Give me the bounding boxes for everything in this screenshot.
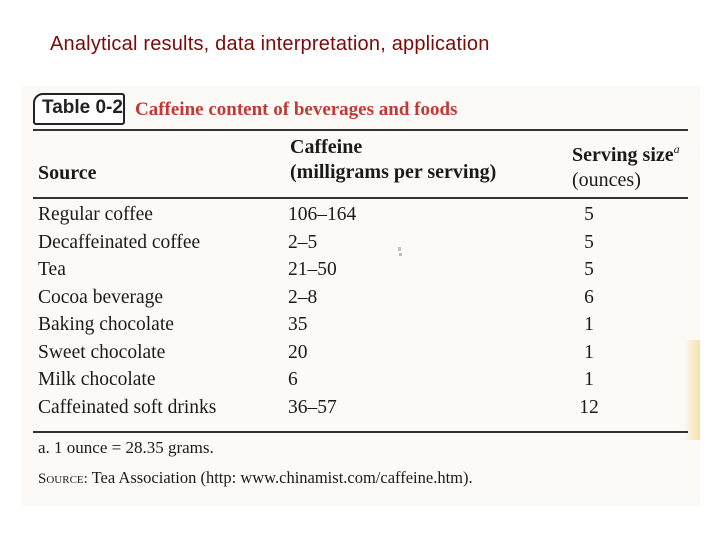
- column-header-source: Source: [38, 162, 97, 184]
- table-row: Baking chocolate 35 1: [0, 313, 720, 341]
- cell-caffeine: 36–57: [288, 396, 337, 418]
- source-text: Tea Association (http: www.chinamist.com…: [87, 468, 473, 487]
- cell-source: Sweet chocolate: [38, 341, 166, 363]
- source-label: Source:: [38, 471, 88, 487]
- cell-caffeine: 20: [288, 341, 308, 363]
- cell-source: Regular coffee: [38, 204, 153, 225]
- cell-source: Decaffeinated coffee: [38, 231, 201, 253]
- table-number-tag: Table 0-2: [33, 93, 125, 125]
- cell-serving: 1: [584, 369, 594, 390]
- cell-serving: 12: [579, 396, 599, 418]
- caffeine-header-line2: (milligrams per serving): [290, 161, 497, 183]
- column-header-caffeine: Caffeine (milligrams per serving): [290, 135, 496, 185]
- slide-title: Analytical results, data interpretation,…: [50, 33, 490, 55]
- cell-source: Tea: [38, 259, 66, 280]
- table-source-note: Source: Tea Association (http: www.china…: [38, 468, 473, 488]
- cell-source: Baking chocolate: [38, 314, 174, 335]
- table-header-rule: [33, 197, 688, 199]
- cell-serving: 5: [584, 204, 594, 225]
- serving-header-footnote-mark: a: [673, 142, 680, 156]
- table-row: Tea 21–50 5: [0, 258, 720, 286]
- cell-caffeine: 106–164: [288, 204, 357, 225]
- cell-serving: 6: [584, 286, 594, 308]
- cell-caffeine: 21–50: [288, 259, 337, 280]
- scan-artifact-mark: [398, 247, 402, 256]
- scan-edge-shading: [684, 340, 700, 440]
- caffeine-header-line1: Caffeine: [290, 136, 363, 158]
- cell-caffeine: 2–5: [288, 231, 318, 253]
- cell-source: Milk chocolate: [38, 369, 156, 390]
- table-row: Milk chocolate 6 1: [0, 368, 720, 396]
- table-row: Sweet chocolate 20 1: [0, 341, 720, 369]
- cell-serving: 1: [584, 341, 594, 363]
- cell-caffeine: 35: [288, 314, 308, 335]
- table-caption: Caffeine content of beverages and foods: [135, 99, 458, 120]
- table-row: Cocoa beverage 2–8 6: [0, 286, 720, 314]
- table-bottom-rule: [33, 431, 688, 433]
- table-row: Regular coffee 106–164 5: [0, 203, 720, 231]
- serving-header-line1: Serving size: [572, 144, 674, 166]
- table-number-label: Table 0-2: [42, 97, 123, 118]
- scanned-table-page: [22, 86, 700, 506]
- table-body: Regular coffee 106–164 5 Decaffeinated c…: [0, 203, 720, 423]
- table-footnote: a. 1 ounce = 28.35 grams.: [38, 438, 214, 457]
- cell-serving: 1: [584, 314, 594, 335]
- cell-serving: 5: [584, 259, 594, 280]
- cell-serving: 5: [584, 231, 594, 253]
- column-header-serving-size: Serving sizea (ounces): [572, 137, 680, 193]
- table-top-rule: [33, 129, 688, 131]
- cell-caffeine: 2–8: [288, 286, 318, 308]
- cell-source: Cocoa beverage: [38, 286, 164, 308]
- cell-source: Caffeinated soft drinks: [38, 396, 217, 418]
- cell-caffeine: 6: [288, 369, 298, 390]
- table-row: Caffeinated soft drinks 36–57 12: [0, 396, 720, 424]
- serving-header-line2: (ounces): [572, 169, 641, 191]
- table-row: Decaffeinated coffee 2–5 5: [0, 231, 720, 259]
